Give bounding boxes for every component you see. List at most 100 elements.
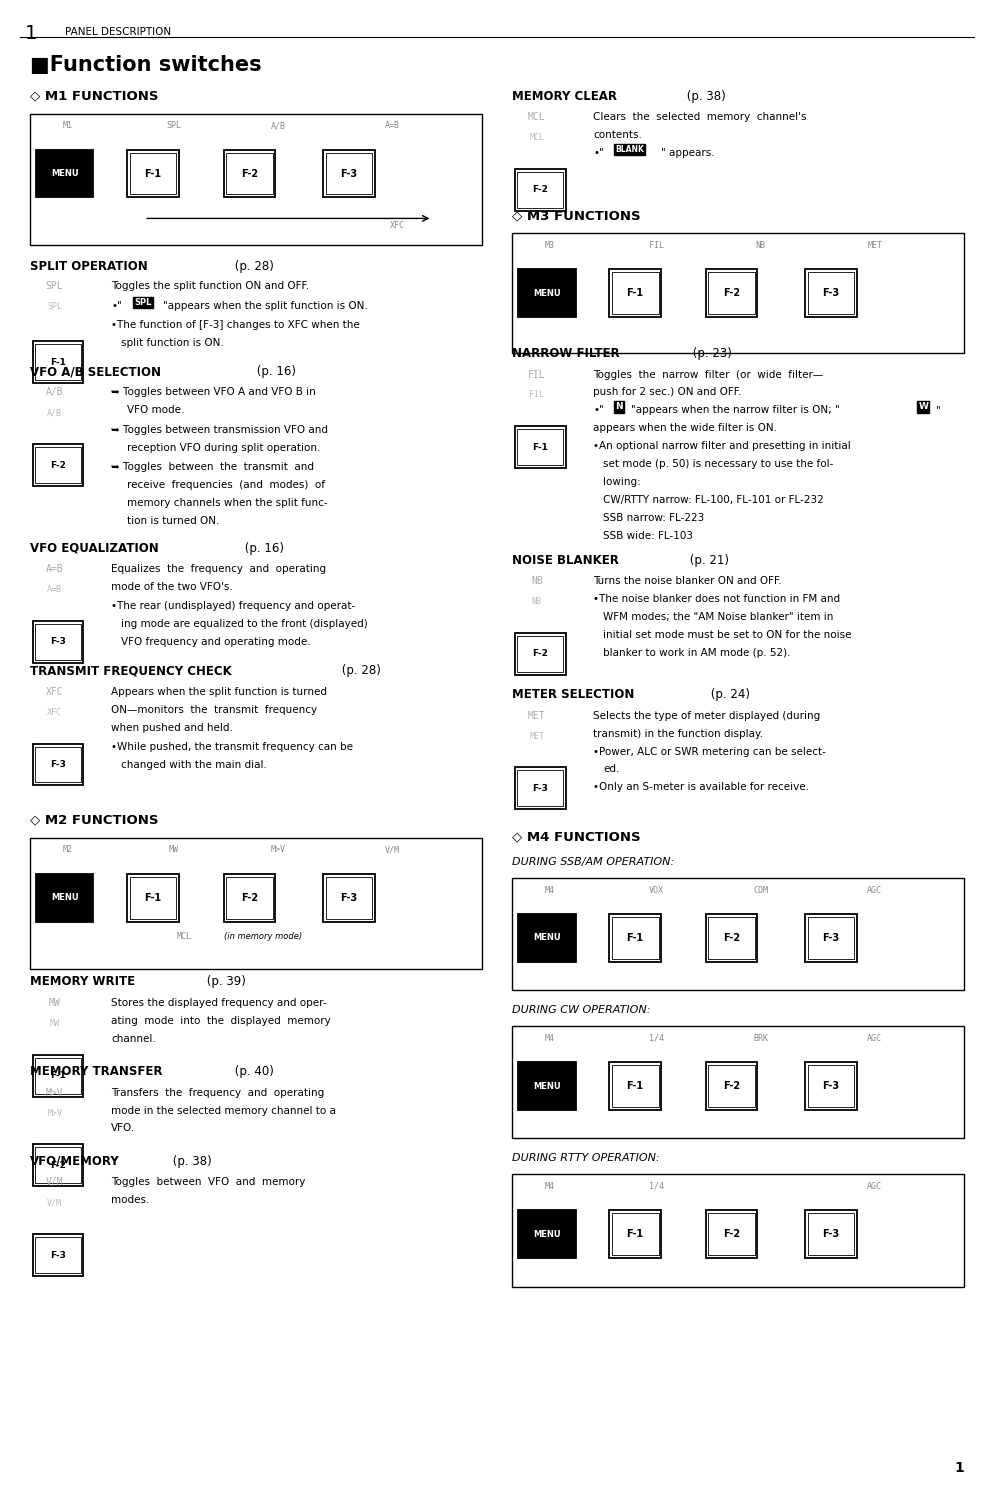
FancyBboxPatch shape: [30, 838, 482, 969]
Text: (p. 38): (p. 38): [683, 90, 726, 103]
Text: SPLIT OPERATION: SPLIT OPERATION: [30, 260, 147, 274]
FancyBboxPatch shape: [36, 874, 93, 922]
FancyBboxPatch shape: [805, 1062, 857, 1110]
Text: (p. 28): (p. 28): [231, 260, 273, 274]
Text: initial set mode must be set to ON for the noise: initial set mode must be set to ON for t…: [603, 630, 852, 640]
FancyBboxPatch shape: [36, 344, 82, 380]
Text: A=B: A=B: [385, 121, 401, 130]
FancyBboxPatch shape: [706, 1062, 757, 1110]
Text: DURING CW OPERATION:: DURING CW OPERATION:: [512, 1005, 650, 1016]
Text: M4: M4: [545, 1182, 555, 1191]
Text: ◇ M3 FUNCTIONS: ◇ M3 FUNCTIONS: [512, 209, 640, 223]
FancyBboxPatch shape: [609, 914, 661, 962]
Text: MET: MET: [867, 241, 883, 250]
Text: FIL: FIL: [528, 370, 546, 380]
Text: NB: NB: [531, 576, 543, 586]
FancyBboxPatch shape: [609, 1062, 661, 1110]
Text: SPL: SPL: [46, 281, 64, 292]
FancyBboxPatch shape: [515, 767, 566, 809]
Text: (in memory mode): (in memory mode): [224, 932, 302, 941]
Text: MET: MET: [529, 732, 545, 741]
Text: MENU: MENU: [533, 1230, 561, 1239]
Text: MW: MW: [169, 845, 179, 854]
Text: ◇ M4 FUNCTIONS: ◇ M4 FUNCTIONS: [512, 830, 640, 844]
Text: F-3: F-3: [51, 637, 66, 646]
Text: tion is turned ON.: tion is turned ON.: [127, 516, 220, 527]
Text: M1: M1: [63, 121, 73, 130]
Text: NB: NB: [532, 597, 542, 606]
Text: V/M: V/M: [47, 1198, 63, 1207]
Text: SSB narrow: FL-223: SSB narrow: FL-223: [603, 513, 705, 524]
Text: contents.: contents.: [593, 130, 642, 141]
Text: F-3: F-3: [340, 169, 358, 178]
FancyBboxPatch shape: [517, 429, 563, 465]
Text: Stores the displayed frequency and oper-: Stores the displayed frequency and oper-: [111, 998, 327, 1008]
Text: F-2: F-2: [723, 934, 741, 942]
FancyBboxPatch shape: [36, 624, 82, 660]
Text: MEMORY TRANSFER: MEMORY TRANSFER: [30, 1065, 162, 1079]
Text: F-1: F-1: [144, 169, 162, 178]
Text: Clears  the  selected  memory  channel's: Clears the selected memory channel's: [593, 112, 807, 123]
Text: MENU: MENU: [533, 289, 561, 298]
Text: Toggles the split function ON and OFF.: Toggles the split function ON and OFF.: [111, 281, 309, 292]
Text: lowing:: lowing:: [603, 477, 641, 488]
Text: "appears when the split function is ON.: "appears when the split function is ON.: [163, 301, 368, 311]
FancyBboxPatch shape: [708, 272, 755, 314]
Text: PANEL DESCRIPTION: PANEL DESCRIPTION: [65, 27, 171, 37]
Text: mode of the two VFO's.: mode of the two VFO's.: [111, 582, 233, 592]
FancyBboxPatch shape: [805, 1210, 857, 1258]
Text: M4: M4: [545, 1034, 555, 1043]
Text: VFO mode.: VFO mode.: [127, 405, 185, 416]
FancyBboxPatch shape: [609, 269, 661, 317]
Text: TRANSMIT FREQUENCY CHECK: TRANSMIT FREQUENCY CHECK: [30, 664, 232, 678]
Text: F-1: F-1: [626, 1230, 644, 1239]
FancyBboxPatch shape: [512, 878, 964, 990]
Text: A=B: A=B: [46, 564, 64, 574]
Text: M>V: M>V: [47, 1109, 63, 1118]
Text: F-1: F-1: [626, 1082, 644, 1091]
FancyBboxPatch shape: [611, 1065, 658, 1107]
FancyBboxPatch shape: [323, 150, 375, 197]
Text: M3: M3: [545, 241, 555, 250]
FancyBboxPatch shape: [808, 1065, 855, 1107]
Text: MENU: MENU: [51, 169, 79, 178]
FancyBboxPatch shape: [127, 150, 179, 197]
Text: set mode (p. 50) is necessary to use the fol-: set mode (p. 50) is necessary to use the…: [603, 459, 834, 470]
Text: F-2: F-2: [723, 1082, 741, 1091]
Text: M4: M4: [545, 886, 555, 895]
FancyBboxPatch shape: [323, 874, 375, 922]
Text: (p. 23): (p. 23): [689, 347, 732, 361]
FancyBboxPatch shape: [706, 269, 757, 317]
Text: M>V: M>V: [270, 845, 286, 854]
Text: F-2: F-2: [533, 186, 548, 194]
Text: ➥ Toggles between VFO A and VFO B in: ➥ Toggles between VFO A and VFO B in: [111, 387, 316, 398]
Text: A/B: A/B: [270, 121, 286, 130]
Text: MEMORY WRITE: MEMORY WRITE: [30, 975, 135, 989]
Text: •The noise blanker does not function in FM and: •The noise blanker does not function in …: [593, 594, 841, 604]
FancyBboxPatch shape: [706, 914, 757, 962]
Text: F-3: F-3: [533, 784, 548, 793]
Text: Appears when the split function is turned: Appears when the split function is turne…: [111, 687, 327, 697]
FancyBboxPatch shape: [611, 272, 658, 314]
Text: ed.: ed.: [603, 764, 619, 775]
Text: MW: MW: [50, 1019, 60, 1028]
Text: F-2: F-2: [51, 461, 66, 470]
Text: F-3: F-3: [822, 934, 840, 942]
FancyBboxPatch shape: [521, 917, 574, 959]
FancyBboxPatch shape: [518, 1210, 576, 1258]
FancyBboxPatch shape: [38, 153, 91, 194]
Text: V/M: V/M: [385, 845, 401, 854]
Text: F-2: F-2: [241, 893, 258, 902]
Text: XFC: XFC: [47, 708, 63, 717]
Text: VFO EQUALIZATION: VFO EQUALIZATION: [30, 542, 159, 555]
Text: VFO A/B SELECTION: VFO A/B SELECTION: [30, 365, 161, 378]
Text: XFC: XFC: [390, 221, 406, 230]
FancyBboxPatch shape: [521, 1213, 574, 1255]
Text: •While pushed, the transmit frequency can be: •While pushed, the transmit frequency ca…: [111, 742, 353, 752]
FancyBboxPatch shape: [33, 1234, 83, 1276]
Text: (p. 16): (p. 16): [241, 542, 283, 555]
FancyBboxPatch shape: [224, 150, 275, 197]
Text: (p. 39): (p. 39): [203, 975, 246, 989]
Text: M2: M2: [63, 845, 73, 854]
Text: DURING RTTY OPERATION:: DURING RTTY OPERATION:: [512, 1153, 660, 1164]
